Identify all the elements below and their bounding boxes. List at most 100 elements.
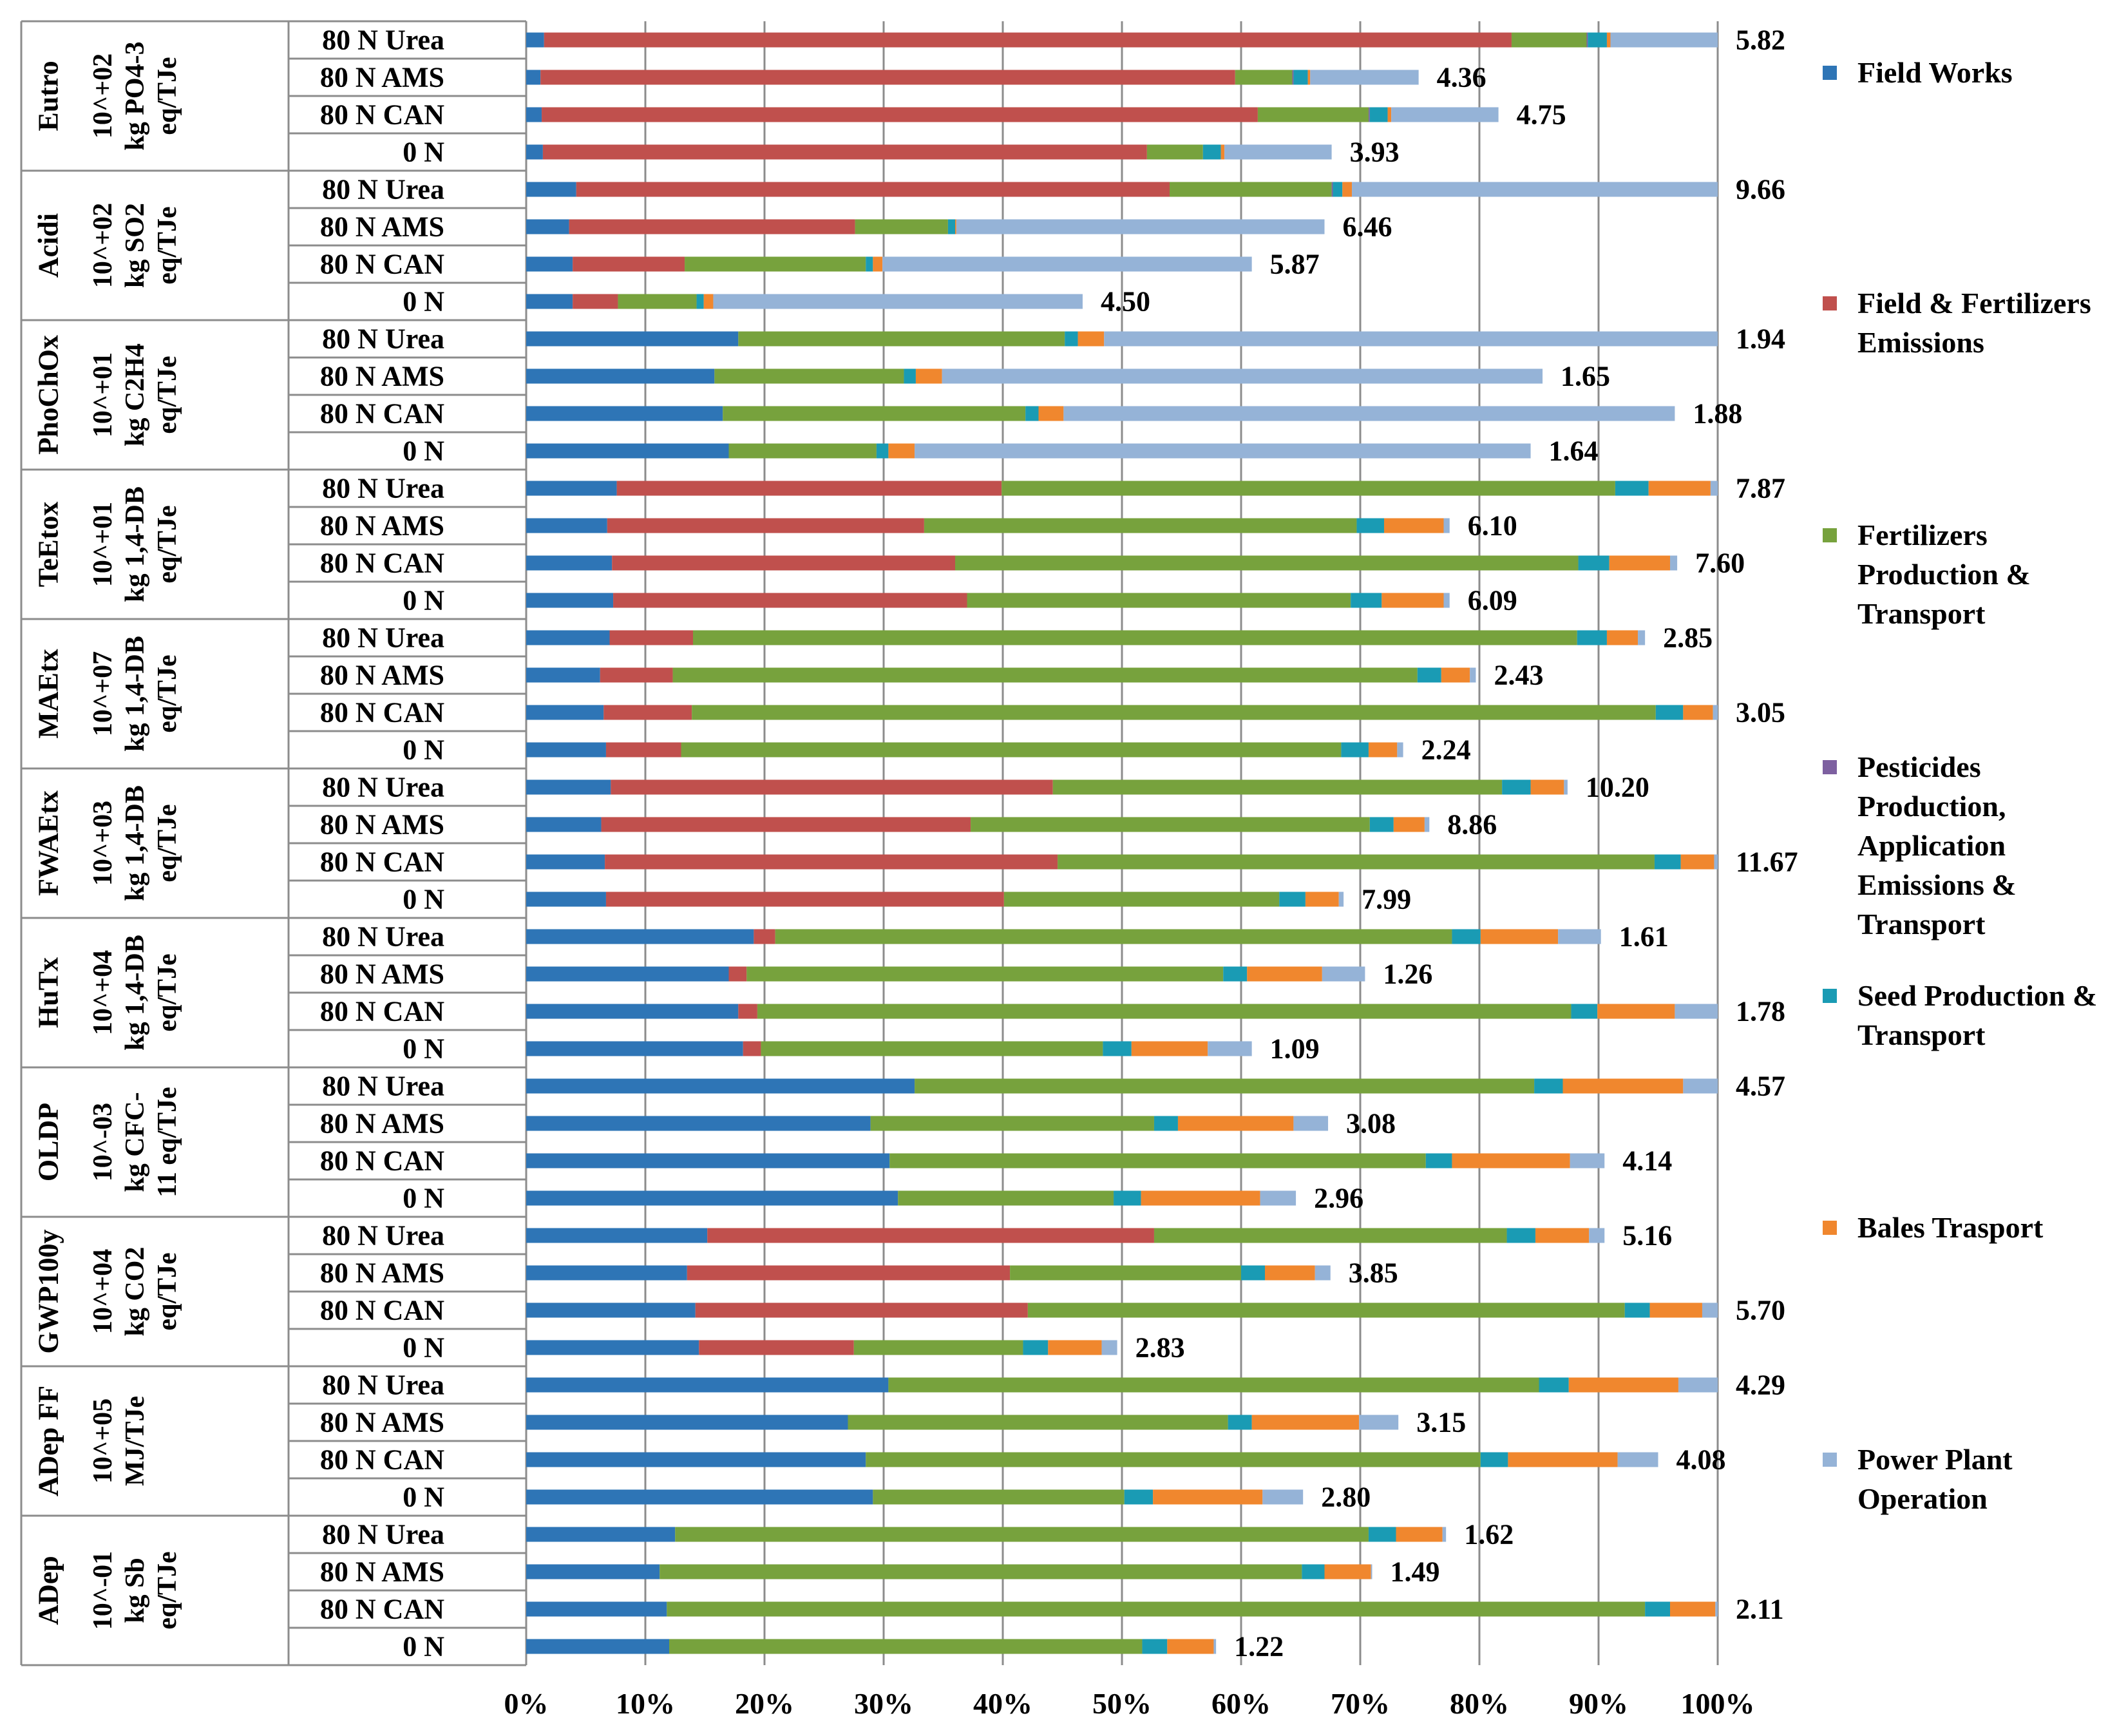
bar-segment — [1305, 892, 1339, 907]
bar-segment — [761, 1041, 1103, 1056]
bar-segment — [1480, 1452, 1508, 1467]
legend-label: Seed Production & Transport — [1857, 979, 2098, 1051]
bar-segment — [1424, 817, 1430, 832]
bar-segment — [1251, 1415, 1360, 1430]
unit-label: eq/TJe — [153, 57, 182, 135]
bar-segment — [1025, 406, 1039, 421]
bar-segment — [542, 144, 1147, 160]
data-label: 1.61 — [1619, 921, 1669, 953]
bar-label: 80 N AMS — [320, 1556, 444, 1588]
bar-segment — [1247, 966, 1322, 982]
category-label: Acidi — [33, 213, 64, 278]
bar-segment — [1293, 1116, 1329, 1131]
bar-segment — [603, 705, 692, 720]
bar-segment — [955, 219, 956, 234]
bar-segment — [757, 1004, 1572, 1019]
bar-segment — [693, 630, 1577, 645]
bar-segment — [526, 256, 573, 272]
bar-segment — [1387, 107, 1392, 122]
bar-segment — [609, 630, 693, 645]
chart-legend: Field Works Field & Fertilizers Emissions… — [1823, 0, 2106, 1736]
bar-segment — [526, 481, 617, 496]
bar-segment — [1568, 1377, 1678, 1393]
legend-label: Pesticides Production, Application Emiss… — [1857, 750, 2017, 940]
data-label: 9.66 — [1736, 174, 1785, 205]
bar-segment — [1141, 1190, 1260, 1206]
unit-label: kg SO2 — [120, 203, 150, 288]
bar-label: 80 N Urea — [322, 1519, 444, 1550]
legend-swatch — [1823, 760, 1837, 774]
unit-label: kg PO4-3 — [120, 41, 150, 150]
bar-segment — [1670, 1601, 1716, 1617]
bar-segment — [1359, 1415, 1399, 1430]
bar-segment — [526, 1116, 871, 1131]
bar-segment — [1351, 593, 1382, 608]
unit-label: kg 1,4-DB — [120, 636, 150, 752]
category-label: ADep FF — [33, 1386, 64, 1496]
bar-segment — [526, 1415, 848, 1430]
bar-segment — [526, 1228, 708, 1243]
bar-segment — [1578, 555, 1609, 571]
bar-segment — [1683, 1078, 1718, 1094]
bar-label: 80 N AMS — [320, 809, 444, 841]
bar-label: 0 N — [403, 1183, 444, 1214]
bar-segment — [1397, 742, 1403, 758]
unit-label: 10^+05 — [88, 1398, 118, 1483]
bar-segment — [526, 1041, 743, 1056]
x-tick-label: 50% — [1092, 1687, 1152, 1720]
bar-segment — [1333, 182, 1343, 197]
bar-segment — [1052, 779, 1503, 795]
bar-segment — [1586, 32, 1588, 48]
bar-segment — [1342, 182, 1353, 197]
bar-segment — [714, 368, 904, 384]
bar-segment — [904, 368, 916, 384]
unit-label: kg 1,4-DB — [120, 486, 150, 602]
bar-segment — [1443, 518, 1450, 533]
bar-label: 80 N AMS — [320, 1407, 444, 1438]
bar-segment — [1078, 331, 1105, 347]
x-tick-label: 20% — [735, 1687, 794, 1720]
bar-segment — [1702, 1302, 1718, 1318]
x-tick-label: 60% — [1211, 1687, 1271, 1720]
bar-segment — [873, 1489, 1125, 1505]
x-tick-label: 10% — [616, 1687, 675, 1720]
bar-segment — [526, 406, 723, 421]
bar-label: 80 N AMS — [320, 1108, 444, 1140]
unit-label: 10^+04 — [88, 1249, 118, 1334]
data-label: 3.93 — [1350, 137, 1400, 168]
bar-segment — [1371, 1564, 1372, 1579]
bar-segment — [713, 294, 1083, 309]
data-label: 2.80 — [1321, 1482, 1371, 1513]
bar-segment — [1589, 1228, 1605, 1243]
bar-segment — [1470, 667, 1476, 683]
bar-segment — [526, 1190, 898, 1206]
category-label: TeEtox — [33, 502, 64, 587]
unit-label: kg 1,4-DB — [120, 935, 150, 1051]
bar-segment — [1208, 1041, 1252, 1056]
bar-segment — [1101, 1340, 1117, 1355]
bar-segment — [573, 256, 685, 272]
bar-segment — [1154, 1116, 1178, 1131]
unit-label: kg CFC- — [120, 1092, 150, 1192]
bar-label: 0 N — [403, 734, 444, 766]
bar-segment — [1167, 1639, 1214, 1654]
bar-segment — [573, 294, 618, 309]
bar-segment — [526, 1601, 667, 1617]
bar-segment — [1223, 966, 1248, 982]
data-label: 6.46 — [1343, 211, 1392, 243]
data-label: 4.14 — [1622, 1145, 1672, 1177]
bar-segment — [1441, 667, 1470, 683]
bar-segment — [947, 219, 955, 234]
bar-label: 0 N — [403, 1631, 444, 1663]
data-label: 7.99 — [1362, 884, 1411, 915]
bar-segment — [1452, 1153, 1570, 1168]
bar-segment — [728, 443, 877, 459]
bar-segment — [971, 817, 1370, 832]
bar-segment — [1715, 1601, 1718, 1617]
x-tick-label: 90% — [1569, 1687, 1628, 1720]
bar-segment — [1617, 1452, 1658, 1467]
bar-segment — [1670, 555, 1678, 571]
data-label: 1.49 — [1391, 1556, 1440, 1588]
bar-segment — [1535, 1228, 1590, 1243]
bar-segment — [1341, 742, 1369, 758]
